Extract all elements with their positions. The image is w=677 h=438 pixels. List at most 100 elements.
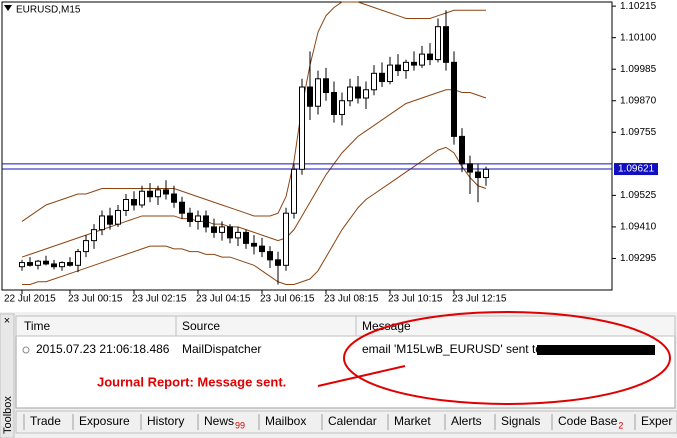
candle-body bbox=[291, 168, 297, 214]
candle-body bbox=[107, 215, 113, 225]
band-line bbox=[21, 89, 487, 258]
candle-body bbox=[227, 226, 233, 239]
candle-body bbox=[219, 226, 225, 233]
chart-title: EURUSD,M15 bbox=[16, 5, 81, 16]
row-icon bbox=[22, 346, 30, 354]
toolbox: Time Source Message 2015.07.23 21:06:18.… bbox=[0, 311, 677, 438]
candle-body bbox=[331, 92, 337, 115]
candle-body bbox=[235, 231, 241, 239]
y-tick-label: 1.09755 bbox=[620, 127, 657, 138]
candle-body bbox=[75, 251, 81, 266]
highlight-ellipse bbox=[343, 311, 671, 405]
redaction bbox=[537, 345, 655, 355]
y-tick-label: 1.09870 bbox=[620, 95, 657, 106]
cell: 2015.07.23 21:06:18.486 bbox=[36, 342, 170, 356]
candle-body bbox=[155, 189, 161, 198]
chart-icon bbox=[4, 5, 12, 11]
candle-body bbox=[51, 263, 57, 268]
tab[interactable]: Signals bbox=[501, 414, 540, 428]
column-header[interactable]: Source bbox=[182, 319, 220, 333]
candle-body bbox=[459, 135, 465, 165]
x-tick-label: 23 Jul 08:15 bbox=[324, 294, 379, 305]
candle-body bbox=[163, 189, 169, 195]
candle-body bbox=[395, 64, 401, 72]
candle-body bbox=[403, 61, 409, 72]
tab[interactable]: Exper bbox=[641, 414, 672, 428]
tab-bar: Trade Exposure History News 99 Mailbox Calenda… bbox=[15, 410, 677, 434]
candle-body bbox=[323, 78, 329, 94]
y-tick-label: 1.10215 bbox=[620, 1, 657, 12]
side-label: Toolbox bbox=[2, 396, 14, 434]
tab[interactable]: Code Base bbox=[558, 414, 618, 428]
candle-body bbox=[451, 61, 457, 137]
candle-body bbox=[211, 226, 217, 233]
price-label: 1.09621 bbox=[618, 164, 655, 175]
candle-body bbox=[475, 171, 481, 179]
tab-badge: 99 bbox=[235, 420, 245, 430]
x-tick-label: 23 Jul 12:15 bbox=[452, 294, 507, 305]
annotation: Journal Report: Message sent. bbox=[97, 374, 286, 389]
candle-body bbox=[115, 209, 121, 225]
candle-body bbox=[187, 212, 193, 222]
candle-body bbox=[179, 201, 185, 214]
x-tick-label: 22 Jul 2015 bbox=[4, 294, 56, 305]
tab[interactable]: Calendar bbox=[328, 414, 377, 428]
candle-body bbox=[275, 259, 281, 266]
candle-body bbox=[83, 240, 89, 253]
candle-body bbox=[131, 198, 137, 206]
candle-body bbox=[195, 215, 201, 222]
candle-body bbox=[35, 260, 41, 266]
candle-body bbox=[387, 64, 393, 83]
chart-plot: 1.10215 1.10100 1.09985 1.09870 1.09755 1.095… bbox=[2, 1, 658, 305]
candle-body bbox=[435, 26, 441, 61]
price-label-bg bbox=[614, 163, 658, 176]
candle-body bbox=[363, 89, 369, 99]
candle-body bbox=[243, 231, 249, 244]
candle-body bbox=[139, 190, 145, 206]
x-tick-label: 23 Jul 00:15 bbox=[68, 294, 123, 305]
candle-body bbox=[27, 262, 33, 266]
candle-body bbox=[123, 198, 129, 211]
tab[interactable]: Alerts bbox=[451, 414, 482, 428]
tab[interactable]: Exposure bbox=[79, 414, 130, 428]
tab[interactable]: Market bbox=[394, 414, 431, 428]
candle-body bbox=[379, 72, 385, 83]
column-header[interactable]: Time bbox=[24, 319, 51, 333]
candle-body bbox=[251, 242, 257, 247]
candle-body bbox=[347, 86, 353, 102]
tab-badge: 2 bbox=[618, 420, 623, 430]
cell: email 'M15LwB_EURUSD' sent to bbox=[362, 342, 542, 356]
y-tick-label: 1.10100 bbox=[620, 32, 657, 43]
band-line bbox=[21, 1, 486, 222]
band-line bbox=[22, 146, 487, 286]
candle-body bbox=[355, 86, 361, 99]
candle-body bbox=[259, 245, 265, 253]
candle-body bbox=[315, 78, 321, 107]
candle-body bbox=[203, 215, 209, 228]
candle-body bbox=[267, 251, 273, 261]
tab[interactable]: Trade bbox=[30, 414, 61, 428]
tab-bar-bg bbox=[15, 410, 677, 434]
x-tick-label: 23 Jul 06:15 bbox=[260, 294, 315, 305]
tab[interactable]: History bbox=[147, 414, 184, 428]
tab[interactable]: News bbox=[204, 414, 234, 428]
chart-frame bbox=[1, 1, 613, 291]
candle-body bbox=[283, 212, 289, 266]
candle-body bbox=[19, 262, 25, 268]
y-tick-label: 1.09410 bbox=[620, 222, 657, 233]
y-tick-label: 1.09295 bbox=[620, 253, 657, 264]
candle-body bbox=[43, 260, 49, 265]
candle-body bbox=[99, 215, 105, 231]
side-strip bbox=[0, 313, 15, 438]
candle-body bbox=[339, 100, 345, 115]
candle-body bbox=[467, 163, 473, 173]
x-tick-label: 23 Jul 10:15 bbox=[388, 294, 443, 305]
candle-body bbox=[91, 229, 97, 242]
cell: MailDispatcher bbox=[182, 342, 261, 356]
close-button[interactable]: × bbox=[4, 315, 10, 327]
header-row bbox=[15, 315, 676, 337]
tab[interactable]: Mailbox bbox=[265, 414, 306, 428]
arrow-line bbox=[317, 365, 406, 387]
candle-body bbox=[67, 262, 73, 266]
